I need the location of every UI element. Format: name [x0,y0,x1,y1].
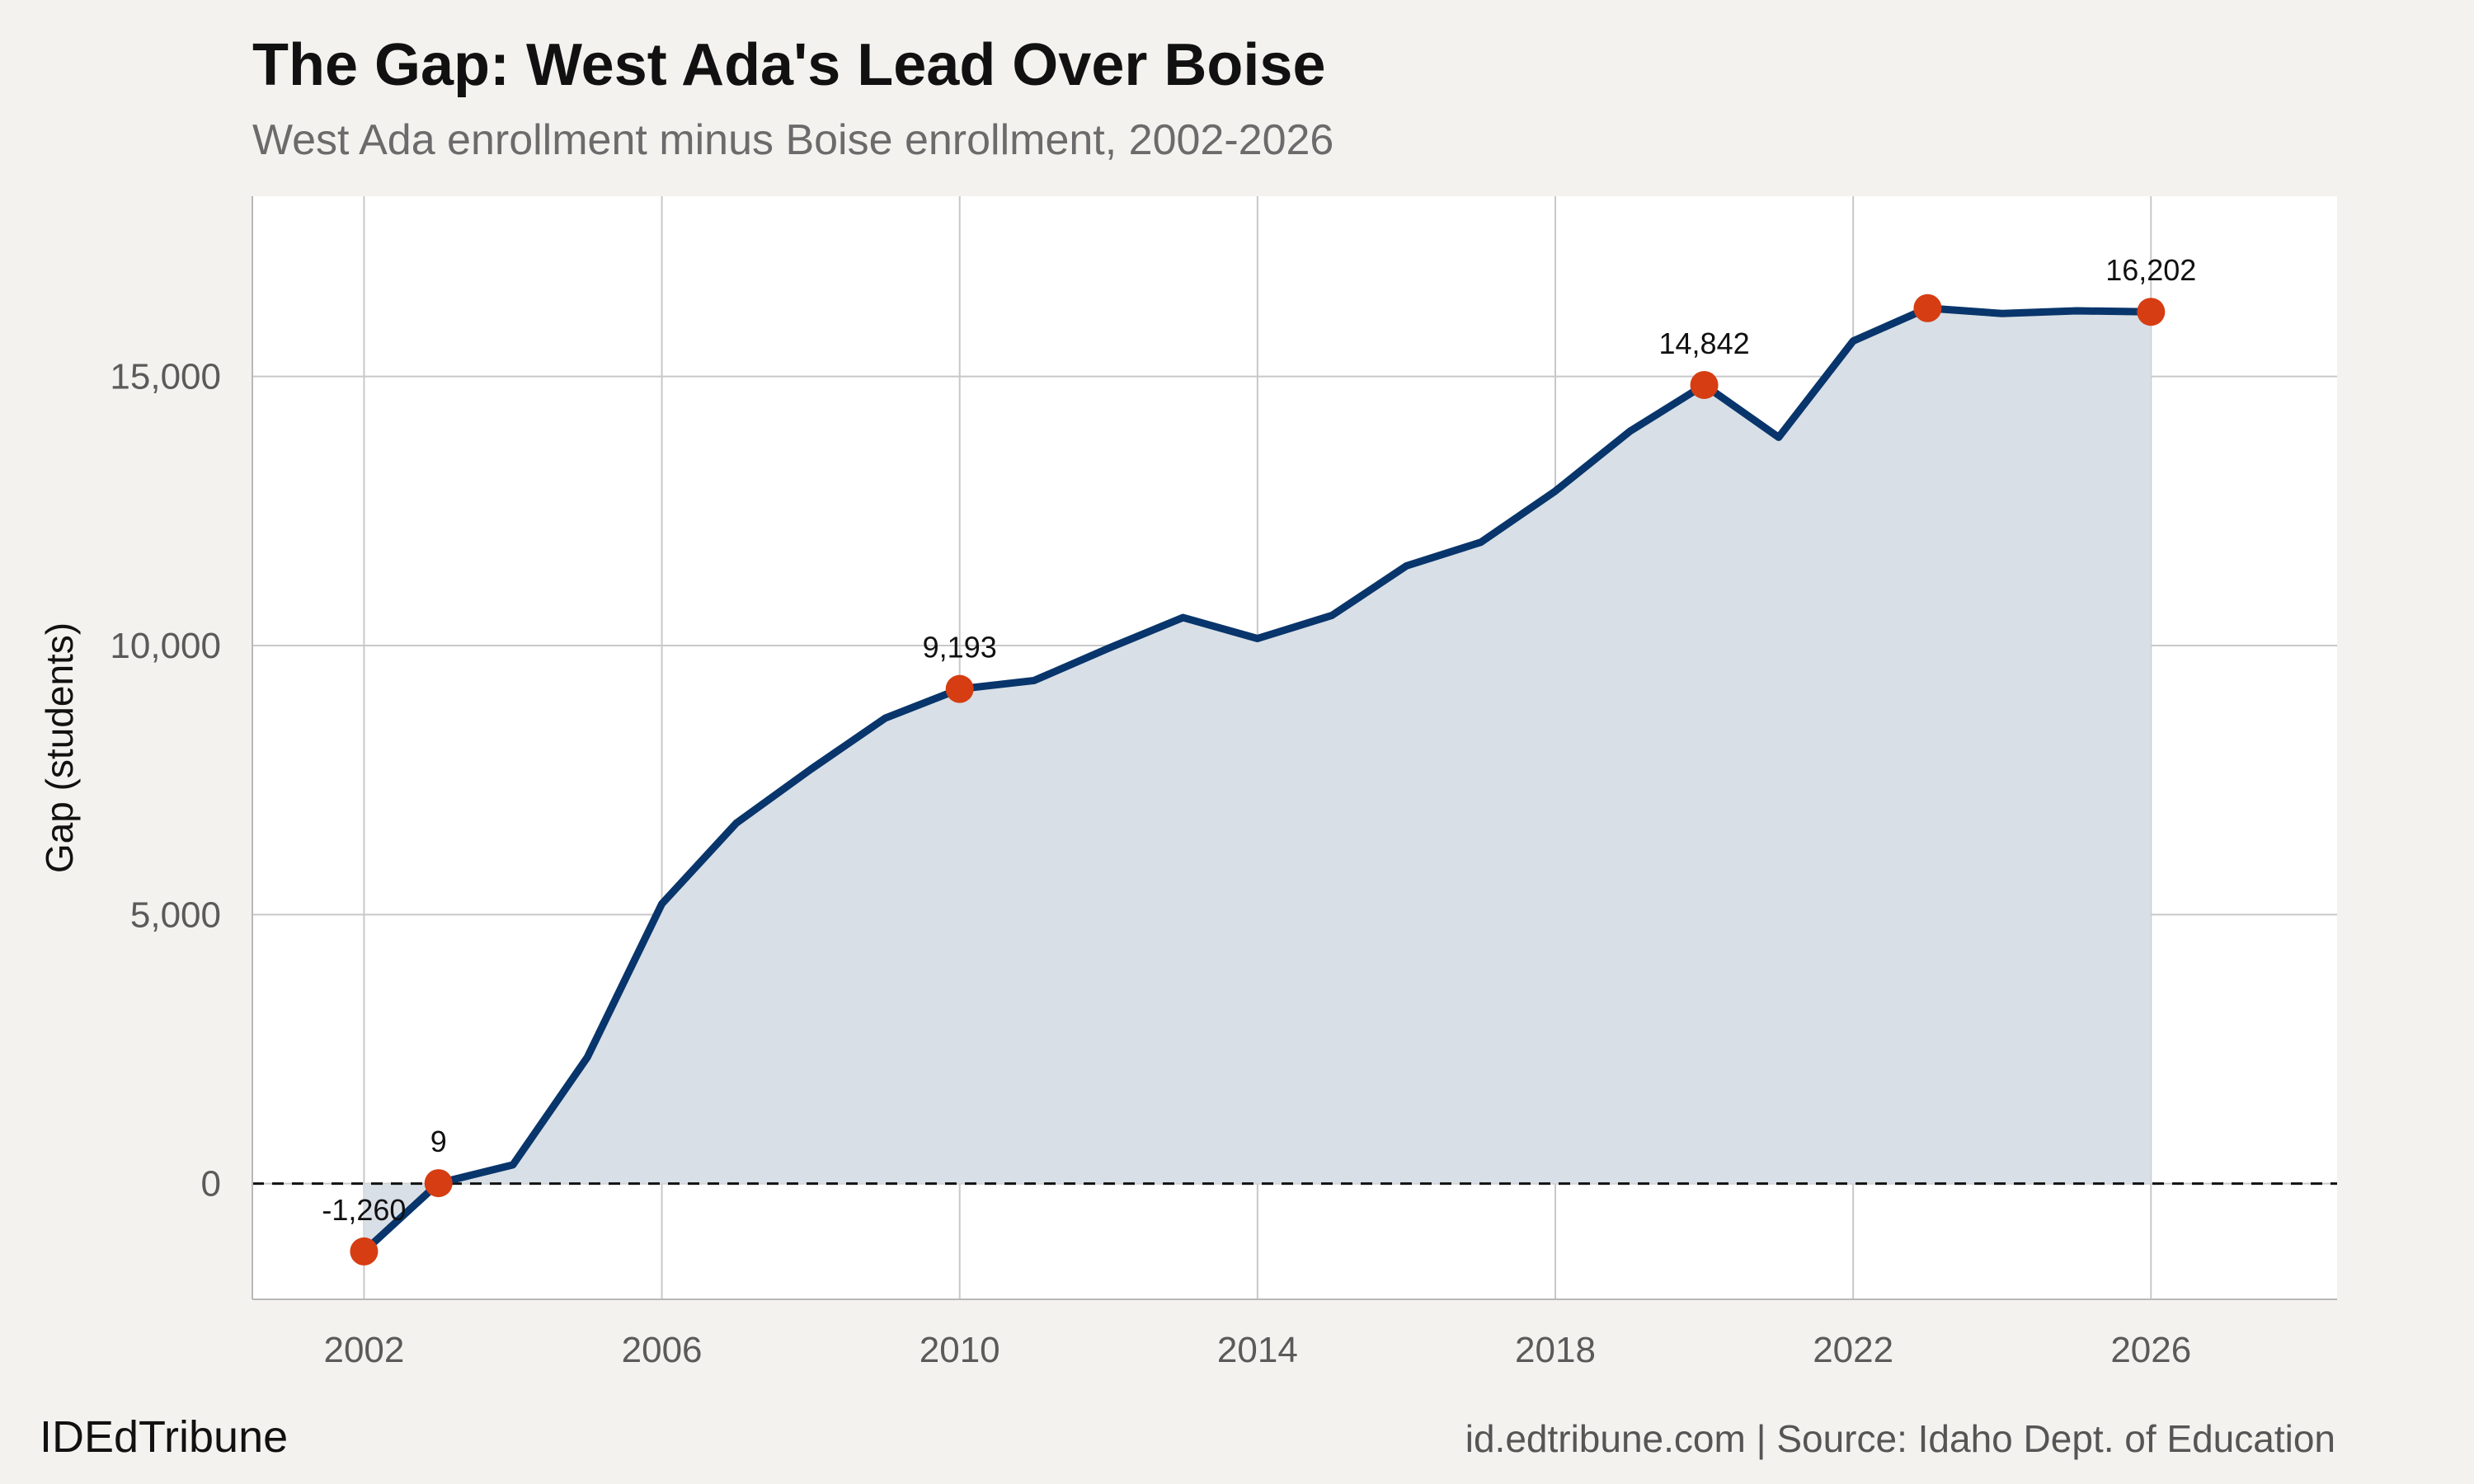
x-tick-label-2022: 2022 [1813,1330,1893,1370]
data-label-2003: 9 [430,1125,447,1158]
axes [252,196,2337,1300]
highlight-point-2010 [945,674,974,703]
highlight-point-2002 [350,1237,379,1266]
highlight-point-2023 [1913,294,1942,322]
data-label-2002: -1,260 [322,1193,406,1227]
y-tick-label-0: 0 [201,1164,221,1205]
data-label-2010: 9,193 [923,631,997,665]
x-tick-label-2002: 2002 [323,1330,404,1370]
y-axis-title: Gap (students) [38,622,81,873]
highlight-point-2026 [2137,298,2166,326]
y-tick-label-15000: 15,000 [110,357,221,397]
x-tick-label-2026: 2026 [2110,1330,2191,1370]
y-tick-label-10000: 10,000 [110,626,221,666]
highlight-point-2003 [424,1169,453,1198]
data-label-2020: 14,842 [1659,326,1750,360]
x-tick-label-2014: 2014 [1217,1330,1298,1370]
data-label-2026: 16,202 [2105,253,2196,287]
highlight-point-2020 [1690,370,1719,399]
chart-subtitle: West Ada enrollment minus Boise enrollme… [252,116,1334,164]
x-tick-label-2006: 2006 [622,1330,703,1370]
brand-name: IDEdTribune [40,1412,289,1462]
chart-title: The Gap: West Ada's Lead Over Boise [252,32,1326,98]
y-tick-label-5000: 5,000 [130,895,221,935]
highlight-points [350,294,2166,1266]
source-credit: id.edtribune.com | Source: Idaho Dept. o… [1465,1417,2335,1460]
tick-labels: 2002 2006 2010 2014 2018 2022 2026 0 5,000 10,000… [110,357,2191,1370]
x-tick-label-2010: 2010 [920,1330,1000,1370]
gap-series-line [360,304,2155,1256]
data-labels: -1,260 9 9,193 14,842 16,202 [322,253,2196,1227]
x-tick-label-2018: 2018 [1515,1330,1596,1370]
gap-area-fill [364,308,2152,1252]
